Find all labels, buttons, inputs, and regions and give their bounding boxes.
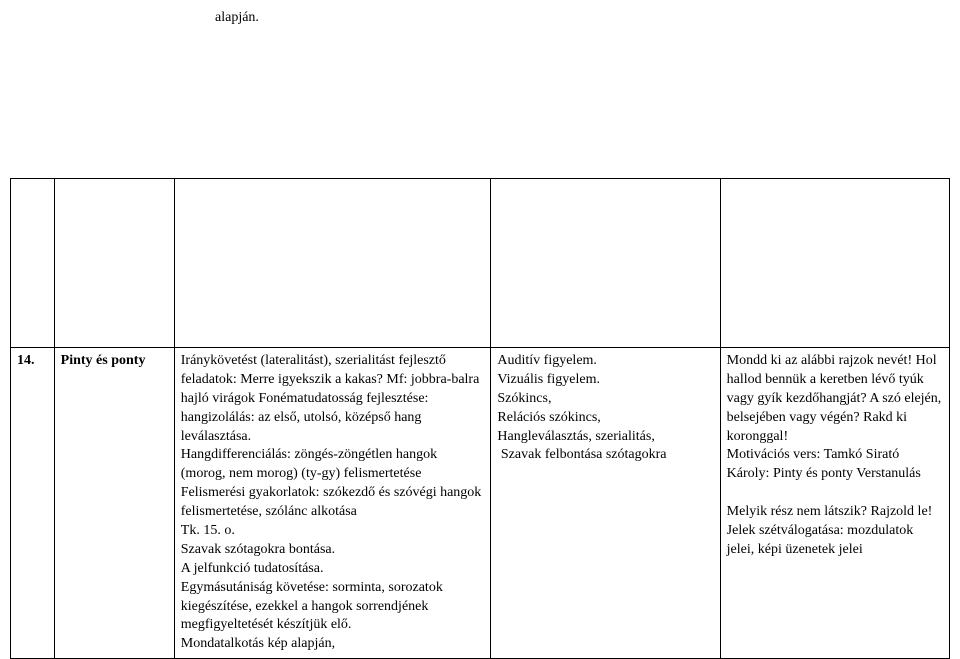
lesson-title: Pinty és ponty <box>61 353 146 368</box>
cell-empty-a <box>174 179 491 348</box>
fragment-text: alapján. <box>215 10 259 25</box>
table-row: 14. Pinty és ponty Iránykövetést (latera… <box>11 348 950 659</box>
lesson-number: 14. <box>17 353 35 368</box>
cell-title: Pinty és ponty <box>54 348 174 659</box>
cell-empty-title <box>54 179 174 348</box>
cell-number: 14. <box>11 348 55 659</box>
cell-activities: Iránykövetést (lateralitást), szerialitá… <box>174 348 491 659</box>
document-page: { "topFragment": "alapján.", "row": { "n… <box>0 0 960 625</box>
previous-row-fragment: alapján. <box>215 10 495 26</box>
tasks-text: Mondd ki az alábbi rajzok nevét! Hol hal… <box>727 353 945 557</box>
cell-empty-c <box>720 179 949 348</box>
table-row-empty <box>11 179 950 348</box>
cell-empty-b <box>491 179 720 348</box>
curriculum-table: 14. Pinty és ponty Iránykövetést (latera… <box>10 178 950 659</box>
activities-text: Iránykövetést (lateralitást), szerialitá… <box>181 353 485 651</box>
cell-empty-num <box>11 179 55 348</box>
cell-skills: Auditív figyelem. Vizuális figyelem. Szó… <box>491 348 720 659</box>
cell-tasks: Mondd ki az alábbi rajzok nevét! Hol hal… <box>720 348 949 659</box>
skills-text: Auditív figyelem. Vizuális figyelem. Szó… <box>497 353 666 462</box>
